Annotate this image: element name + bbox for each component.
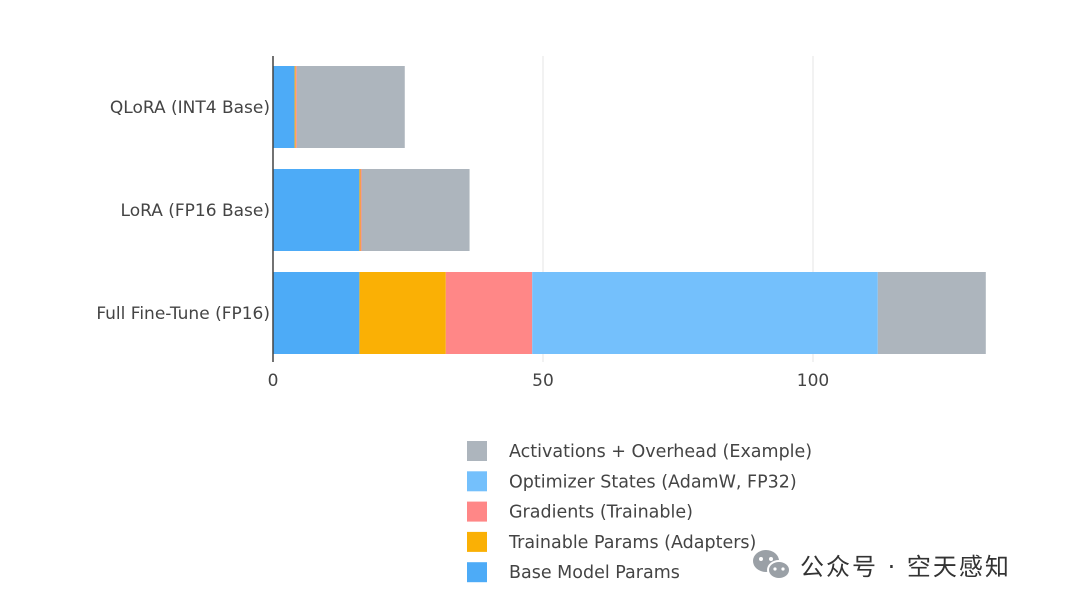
bar-segment [877, 272, 986, 354]
legend-label: Trainable Params (Adapters) [508, 533, 756, 553]
bar-segment [532, 272, 878, 354]
wechat-icon [753, 550, 791, 580]
legend: Activations + Overhead (Example) Optimize… [467, 441, 812, 583]
bar-segment [273, 169, 360, 251]
legend-swatch [467, 531, 487, 552]
legend-label: Gradients (Trainable) [509, 503, 693, 523]
bar-segment [296, 66, 405, 148]
category-labels: QLoRA (INT4 Base) LoRA (FP16 Base) Full Fi… [96, 98, 270, 324]
x-tick-label: 100 [797, 371, 829, 391]
bar-segment [295, 66, 297, 148]
legend-label: Activations + Overhead (Example) [509, 442, 812, 462]
bar-segment [359, 169, 361, 251]
legend-swatch [467, 441, 487, 461]
bar-segment [445, 272, 533, 354]
category-label: Full Fine-Tune (FP16) [96, 304, 270, 324]
legend-label: Base Model Params [509, 563, 680, 583]
bar-segment [294, 66, 296, 148]
bar-segment [360, 169, 362, 251]
watermark-text: 公众号 · 空天感知 [800, 553, 1011, 581]
legend-swatch [467, 471, 487, 492]
watermark: 公众号 · 空天感知 [753, 550, 1011, 581]
legend-swatch [467, 501, 487, 522]
x-tick-labels: 0 50 100 [268, 371, 830, 391]
bar-segment [361, 169, 470, 251]
bars [273, 66, 986, 354]
legend-swatch [467, 562, 487, 583]
legend-label: Optimizer States (AdamW, FP32) [509, 472, 797, 492]
bar-segment [273, 272, 360, 354]
bar-segment [359, 272, 446, 354]
category-label: LoRA (FP16 Base) [121, 201, 270, 221]
category-label: QLoRA (INT4 Base) [110, 98, 270, 118]
x-tick-label: 0 [268, 371, 279, 391]
x-tick-label: 50 [532, 371, 554, 391]
bar-segment [273, 66, 295, 148]
